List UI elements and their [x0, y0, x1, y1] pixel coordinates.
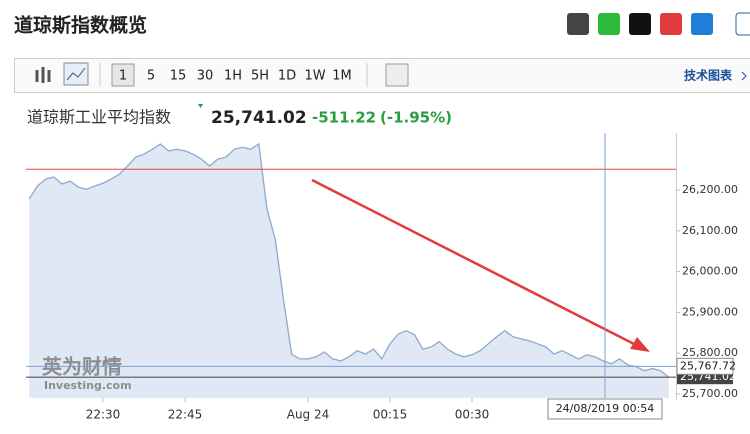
interval-button[interactable]: 1H: [224, 69, 242, 84]
quote-change-pct: (-1.95%): [380, 109, 452, 127]
x-tick-label: 22:45: [168, 408, 203, 422]
watermark-site: Investing.com: [44, 379, 132, 392]
interval-button[interactable]: 30: [197, 69, 214, 84]
toolbar: [14, 58, 750, 93]
plot: [28, 142, 670, 398]
price-line: [28, 142, 670, 378]
quote-price: 25,741.02: [211, 108, 307, 128]
x-tick-label: 00:30: [455, 408, 490, 422]
crosshair-x-tag: [547, 398, 663, 420]
crosshair-y-tag: [676, 357, 734, 375]
y-tick-label: 26,000.00: [682, 265, 738, 278]
line-button[interactable]: [63, 62, 89, 86]
wechat-icon[interactable]: [598, 13, 620, 35]
x-tick-label: Aug 24: [287, 408, 330, 422]
annotation-arrow: [311, 178, 637, 347]
more-icon[interactable]: [735, 12, 750, 36]
interval-button[interactable]: 15: [170, 69, 187, 84]
y-tick-label: 26,200.00: [682, 183, 738, 196]
crosshair-y-label: 25,767.72: [680, 359, 736, 372]
mail-icon[interactable]: [567, 13, 589, 35]
interval-button[interactable]: 1M: [332, 69, 352, 84]
quote-change: -511.22: [312, 109, 376, 127]
tech-chart-link[interactable]: 技术图表: [684, 68, 733, 83]
page-title: 道琼斯指数概览: [14, 14, 147, 37]
settings-button[interactable]: [385, 63, 409, 87]
crosshair-x-label: 24/08/2019 00:54: [556, 402, 655, 415]
qq-icon[interactable]: [629, 13, 651, 35]
arrow-icon: [741, 71, 747, 81]
interval-button[interactable]: 1: [119, 69, 127, 84]
area-fill: [29, 144, 669, 398]
x-tick-label: 22:30: [86, 408, 121, 422]
quote-name: 道琼斯工业平均指数: [27, 108, 171, 127]
candle-icon: [35, 67, 51, 83]
y-tick-label: 26,100.00: [682, 224, 738, 237]
interval-button[interactable]: 1D: [278, 69, 296, 84]
y-tick-label: 25,800.00: [682, 346, 738, 359]
x-tick-label: 00:15: [373, 408, 408, 422]
y-tick-label: 25,700.00: [682, 387, 738, 400]
star-icon[interactable]: [691, 13, 713, 35]
interval-button[interactable]: 5: [147, 69, 155, 84]
down-icon: [198, 104, 203, 108]
interval-selected: [111, 63, 135, 87]
arrow-head: [630, 337, 650, 352]
interval-button[interactable]: 1W: [304, 69, 325, 84]
line-icon: [66, 67, 86, 81]
interval-button[interactable]: 5H: [251, 69, 269, 84]
y-tick-label: 25,900.00: [682, 305, 738, 318]
weibo-icon[interactable]: [660, 13, 682, 35]
